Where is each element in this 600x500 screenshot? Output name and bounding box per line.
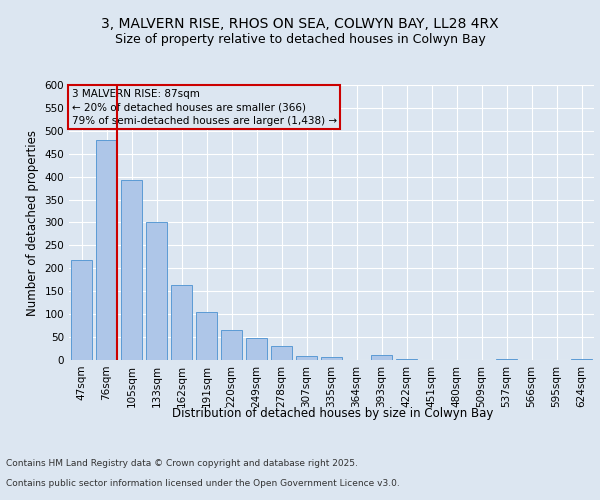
Bar [321,357,342,360]
Bar [96,140,117,360]
Bar [146,222,167,360]
Bar [571,358,592,360]
Bar [71,260,92,360]
Text: Distribution of detached houses by size in Colwyn Bay: Distribution of detached houses by size … [172,408,494,420]
Bar [196,312,217,360]
Bar [221,330,242,360]
Bar [121,180,142,360]
Bar [271,346,292,360]
Bar [496,358,517,360]
Text: Size of property relative to detached houses in Colwyn Bay: Size of property relative to detached ho… [115,32,485,46]
Bar [371,356,392,360]
Text: Contains public sector information licensed under the Open Government Licence v3: Contains public sector information licen… [6,478,400,488]
Text: 3 MALVERN RISE: 87sqm
← 20% of detached houses are smaller (366)
79% of semi-det: 3 MALVERN RISE: 87sqm ← 20% of detached … [71,89,337,126]
Bar [396,358,417,360]
Text: 3, MALVERN RISE, RHOS ON SEA, COLWYN BAY, LL28 4RX: 3, MALVERN RISE, RHOS ON SEA, COLWYN BAY… [101,18,499,32]
Bar [246,338,267,360]
Bar [296,356,317,360]
Y-axis label: Number of detached properties: Number of detached properties [26,130,39,316]
Text: Contains HM Land Registry data © Crown copyright and database right 2025.: Contains HM Land Registry data © Crown c… [6,458,358,468]
Bar [171,286,192,360]
